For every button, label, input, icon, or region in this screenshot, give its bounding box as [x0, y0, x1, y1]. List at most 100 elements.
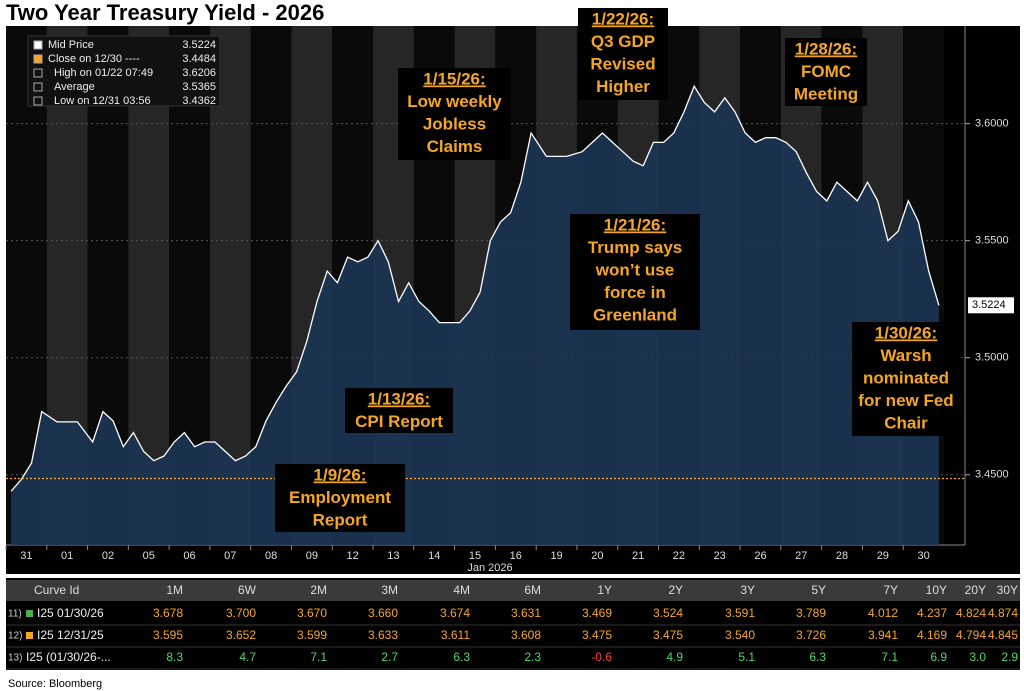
annotation-text: Higher [596, 77, 650, 96]
table-cell: 4.874 [988, 606, 1018, 620]
x-tick-label: 28 [836, 550, 848, 562]
table-header: Curve Id [34, 583, 79, 597]
x-tick-label: 12 [347, 550, 359, 562]
table-cell: 3.633 [368, 628, 398, 642]
table-cell: 5.1 [738, 650, 755, 664]
table-cell: 3.595 [153, 628, 183, 642]
table-cell: 3.678 [153, 606, 183, 620]
legend-value: 3.4362 [182, 95, 216, 107]
x-tick-label: 21 [632, 550, 644, 562]
x-tick-label: 09 [306, 550, 318, 562]
annotation-text: Jobless [423, 114, 486, 133]
table-cell: 8.3 [166, 650, 183, 664]
table-header: 1M [166, 583, 183, 597]
x-tick-label: 30 [917, 550, 929, 562]
x-tick-label: 07 [224, 550, 236, 562]
annotation-text: 1/15/26: [423, 69, 485, 88]
table-cell: 3.524 [653, 606, 683, 620]
last-price-label: 3.5224 [972, 299, 1006, 311]
annotation-text: Chair [884, 413, 928, 432]
row-id: 13) [8, 653, 22, 664]
x-tick-label: 05 [143, 550, 155, 562]
table-cell: 4.012 [868, 606, 898, 620]
table-cell: 3.475 [653, 628, 683, 642]
table-cell: 2.9 [1001, 650, 1018, 664]
x-tick-label: 27 [795, 550, 807, 562]
annotation-text: 1/13/26: [368, 389, 430, 408]
legend-value: 3.5224 [182, 39, 216, 51]
x-tick-label: 13 [387, 550, 399, 562]
table-header: 2Y [668, 583, 683, 597]
annotation-text: Trump says [588, 238, 683, 257]
annotation-box [852, 322, 960, 436]
x-tick-label: 26 [754, 550, 766, 562]
annotation-text: Employment [289, 488, 391, 507]
price-area [11, 86, 939, 545]
legend-box [27, 35, 221, 107]
annotation-text: nominated [863, 368, 949, 387]
table-header: 5Y [811, 583, 826, 597]
annotation-text: CPI Report [355, 412, 443, 431]
legend-label: Mid Price [48, 39, 94, 51]
table-cell: 4.794 [956, 628, 986, 642]
table-cell: 7.1 [881, 650, 898, 664]
x-tick-label: 22 [673, 550, 685, 562]
table-header: 6W [238, 583, 257, 597]
annotation-text: Revised [590, 54, 655, 73]
y-tick-label: 3.6000 [975, 118, 1009, 130]
row-name: I25 (01/30/26-... [26, 650, 111, 664]
row-id: 12) [8, 631, 22, 642]
table-cell: 4.845 [988, 628, 1018, 642]
table-cell: 2.3 [524, 650, 541, 664]
annotation-text: won’t use [595, 260, 674, 279]
x-tick-label: 20 [591, 550, 603, 562]
table-cell: 4.9 [666, 650, 683, 664]
table-cell: 4.169 [917, 628, 947, 642]
annotation-text: FOMC [801, 62, 851, 81]
x-tick-label: 06 [183, 550, 195, 562]
table-cell: 3.611 [441, 628, 470, 642]
x-tick-label: 16 [510, 550, 522, 562]
table-cell: 6.3 [453, 650, 470, 664]
table-header: 7Y [883, 583, 898, 597]
price-line [10, 84, 940, 492]
x-tick-label: 31 [20, 550, 32, 562]
annotation-text: Low weekly [407, 92, 502, 111]
annotation-text: Q3 GDP [591, 32, 655, 51]
table-cell: 4.237 [917, 606, 947, 620]
legend-icon [33, 82, 43, 92]
y-tick-label: 3.5000 [975, 352, 1009, 364]
annotation-text: Claims [427, 137, 483, 156]
table-cell: -0.6 [591, 650, 612, 664]
table-header: 30Y [997, 583, 1018, 597]
table-cell: 3.789 [796, 606, 826, 620]
table-header: 20Y [965, 583, 986, 597]
x-tick-label: 15 [469, 550, 481, 562]
legend-label: Close on 12/30 ---- [48, 53, 140, 65]
annotation-text: 1/30/26: [875, 323, 937, 342]
table-cell: 3.674 [440, 606, 470, 620]
legend-label: Low on 12/31 03:56 [54, 95, 151, 107]
table-cell: 3.652 [226, 628, 256, 642]
x-tick-label: 08 [265, 550, 277, 562]
annotation-box [275, 464, 405, 532]
last-price-tag [968, 297, 1014, 314]
x-tick-label: 02 [102, 550, 114, 562]
legend-value: 3.6206 [182, 67, 216, 79]
table-cell: 3.700 [226, 606, 256, 620]
table-cell: 3.941 [868, 628, 898, 642]
table-cell: 4.7 [239, 650, 256, 664]
legend-value: 3.5365 [182, 81, 216, 93]
row-icon [26, 632, 33, 639]
table-cell: 3.660 [368, 606, 398, 620]
table-cell: 3.475 [582, 628, 612, 642]
row-icon [26, 610, 33, 617]
annotation-text: 1/22/26: [592, 9, 654, 28]
table-header: 3M [381, 583, 398, 597]
legend-icon [33, 68, 43, 78]
table-header-bg [6, 580, 1020, 601]
table-cell: 3.631 [511, 606, 541, 620]
x-tick-label: 29 [877, 550, 889, 562]
